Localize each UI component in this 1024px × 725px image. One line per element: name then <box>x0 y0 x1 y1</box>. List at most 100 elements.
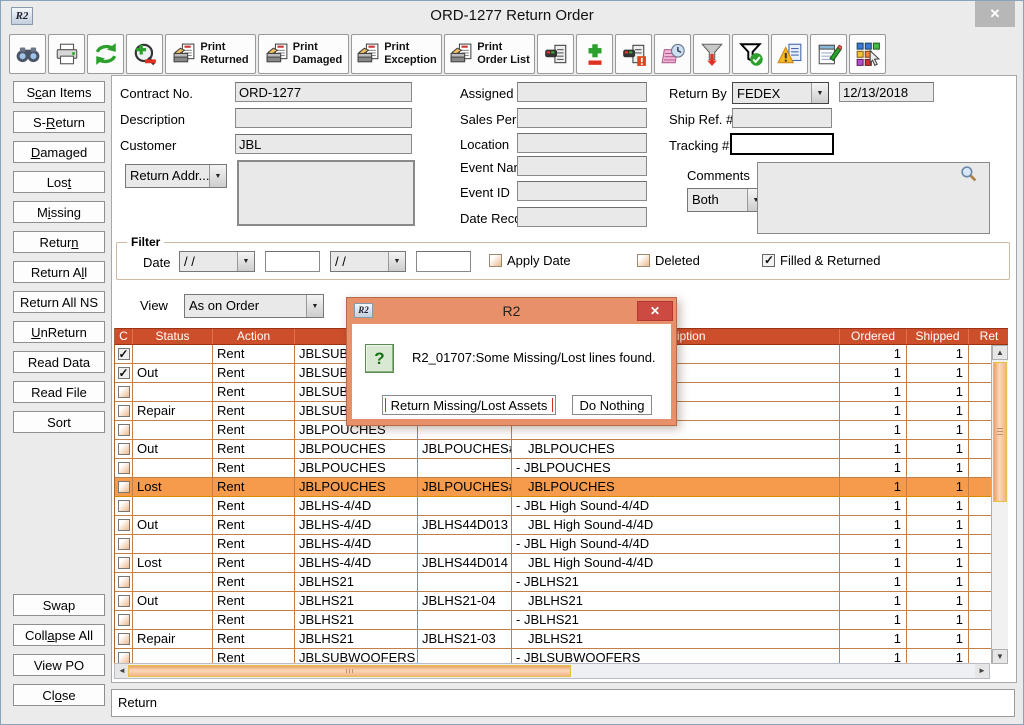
sidebar-button[interactable]: Return All NS <box>13 291 105 313</box>
sidebar-button[interactable]: Close <box>13 684 105 706</box>
location-input[interactable] <box>517 133 647 153</box>
ship-ref-input[interactable] <box>732 108 832 128</box>
row-checkbox[interactable] <box>117 365 130 382</box>
scroll-up-button[interactable]: ▲ <box>992 345 1008 360</box>
date-to-select[interactable]: / / ▼ <box>330 251 406 272</box>
sidebar-button[interactable]: S-Return <box>13 111 105 133</box>
table-row[interactable]: Out Rent JBLHS21 JBLHS21-04 JBLHS21 1 1 <box>115 592 1008 611</box>
dropdown-arrow-icon[interactable]: ▼ <box>388 252 405 271</box>
table-row[interactable]: Rent JBLPOUCHES - JBLPOUCHES 1 1 <box>115 459 1008 478</box>
display-options-button[interactable] <box>849 34 886 74</box>
return-addr-select[interactable]: Return Addr... ▼ <box>125 164 227 188</box>
apply-filter-button[interactable] <box>693 34 730 74</box>
dropdown-arrow-icon[interactable]: ▼ <box>306 295 323 317</box>
sidebar-button[interactable]: Return <box>13 231 105 253</box>
sidebar-button[interactable]: Missing <box>13 201 105 223</box>
scroll-right-button[interactable]: ► <box>975 664 989 678</box>
row-checkbox[interactable] <box>117 443 130 455</box>
dialog-close-button[interactable]: ✕ <box>637 301 673 321</box>
date-from-select[interactable]: / / ▼ <box>179 251 255 272</box>
table-row[interactable]: Rent JBLPOUCHES 1 1 <box>115 421 1008 440</box>
address-textarea[interactable] <box>237 160 415 226</box>
horizontal-scrollbar-thumb[interactable] <box>128 665 571 677</box>
sidebar-button[interactable]: Return All <box>13 261 105 283</box>
table-row[interactable]: Repair Rent JBLHS21 JBLHS21-03 JBLHS21 1… <box>115 630 1008 649</box>
column-header[interactable]: Action <box>213 329 295 344</box>
row-checkbox[interactable] <box>117 595 130 607</box>
column-header[interactable]: Ret <box>979 329 999 343</box>
scroll-left-button[interactable]: ◄ <box>115 664 129 678</box>
row-checkbox[interactable] <box>117 557 130 569</box>
sidebar-button[interactable]: Read File <box>13 381 105 403</box>
vertical-scrollbar-thumb[interactable] <box>993 362 1007 502</box>
assigned-to-input[interactable] <box>517 82 647 102</box>
table-row[interactable]: Rent JBLHS21 - JBLHS21 1 1 <box>115 611 1008 630</box>
row-checkbox[interactable] <box>117 576 130 588</box>
date-to-input[interactable] <box>416 251 471 272</box>
sales-person-input[interactable] <box>517 108 647 128</box>
exception-report-button[interactable] <box>771 34 808 74</box>
dropdown-arrow-icon[interactable]: ▼ <box>811 83 828 103</box>
date-recd-input[interactable] <box>517 207 647 227</box>
equipment-alert-button[interactable] <box>615 34 652 74</box>
add-remove-line-button[interactable] <box>576 34 613 74</box>
column-header[interactable]: Status <box>133 329 213 344</box>
view-select[interactable]: As on Order ▼ <box>184 294 324 318</box>
sidebar-button[interactable]: Damaged <box>13 141 105 163</box>
description-input[interactable] <box>235 108 412 128</box>
customer-input[interactable] <box>235 134 412 154</box>
table-row[interactable]: Out Rent JBLPOUCHES JBLPOUCHES#4 JBLPOUC… <box>115 440 1008 459</box>
table-row[interactable]: Out Rent JBLHS-4/4D JBLHS44D013 JBL High… <box>115 516 1008 535</box>
row-checkbox[interactable] <box>117 346 130 363</box>
return-missing-lost-button[interactable]: Return Missing/Lost Assets <box>382 395 556 415</box>
comments-filter-select[interactable]: Both ▼ <box>687 188 765 212</box>
table-row[interactable]: Rent JBLSUBWOOFERS - JBLSUBWOOFERS 1 1 <box>115 649 1008 664</box>
filter-check-button[interactable] <box>732 34 769 74</box>
apply-date-checkbox[interactable] <box>489 254 502 267</box>
date-from-input[interactable] <box>265 251 320 272</box>
event-name-input[interactable] <box>517 156 647 176</box>
magnifier-icon[interactable] <box>960 165 977 182</box>
sidebar-button[interactable]: Sort <box>13 411 105 433</box>
row-checkbox[interactable] <box>117 405 130 417</box>
contract-no-input[interactable] <box>235 82 412 102</box>
table-row[interactable]: Rent JBLHS21 - JBLHS21 1 1 <box>115 573 1008 592</box>
return-by-date-input[interactable] <box>839 82 934 102</box>
filled-returned-checkbox[interactable] <box>762 253 775 267</box>
row-checkbox[interactable] <box>117 500 130 512</box>
comments-textarea[interactable] <box>757 162 990 234</box>
print-action-button[interactable]: Print Order List <box>444 34 535 74</box>
equipment-list-button[interactable] <box>537 34 574 74</box>
sidebar-button[interactable]: UnReturn <box>13 321 105 343</box>
table-row[interactable]: Rent JBLHS-4/4D - JBL High Sound-4/4D 1 … <box>115 535 1008 554</box>
column-header[interactable]: Shipped <box>907 329 969 344</box>
print-action-button[interactable]: Print Exception <box>351 34 442 74</box>
print-action-button[interactable]: Print Damaged <box>258 34 349 74</box>
scroll-down-button[interactable]: ▼ <box>992 649 1008 664</box>
row-checkbox[interactable] <box>117 519 130 531</box>
sidebar-button[interactable]: Collapse All <box>13 624 105 646</box>
dropdown-arrow-icon[interactable]: ▼ <box>237 252 254 271</box>
row-checkbox[interactable] <box>117 462 130 474</box>
tracking-input[interactable] <box>730 133 834 155</box>
print-button[interactable] <box>48 34 85 74</box>
return-by-select[interactable]: FEDEX ▼ <box>732 82 829 104</box>
sidebar-button[interactable]: Swap <box>13 594 105 616</box>
row-checkbox[interactable] <box>117 386 130 398</box>
refresh-button[interactable] <box>87 34 124 74</box>
row-checkbox[interactable] <box>117 481 130 493</box>
notes-clock-button[interactable] <box>654 34 691 74</box>
row-checkbox[interactable] <box>117 633 130 645</box>
sidebar-button[interactable]: Read Data <box>13 351 105 373</box>
row-checkbox[interactable] <box>117 538 130 550</box>
row-checkbox[interactable] <box>117 424 130 436</box>
sidebar-button[interactable]: Lost <box>13 171 105 193</box>
print-action-button[interactable]: Print Returned <box>165 34 256 74</box>
column-header[interactable]: C <box>115 329 133 344</box>
deleted-checkbox[interactable] <box>637 254 650 267</box>
row-checkbox[interactable] <box>117 614 130 626</box>
vertical-scrollbar[interactable]: ▲ ▼ <box>991 345 1008 664</box>
dropdown-arrow-icon[interactable]: ▼ <box>209 165 226 187</box>
table-row[interactable]: Lost Rent JBLPOUCHES JBLPOUCHES#3 JBLPOU… <box>115 478 1008 497</box>
column-header[interactable]: Ordered <box>840 329 907 344</box>
